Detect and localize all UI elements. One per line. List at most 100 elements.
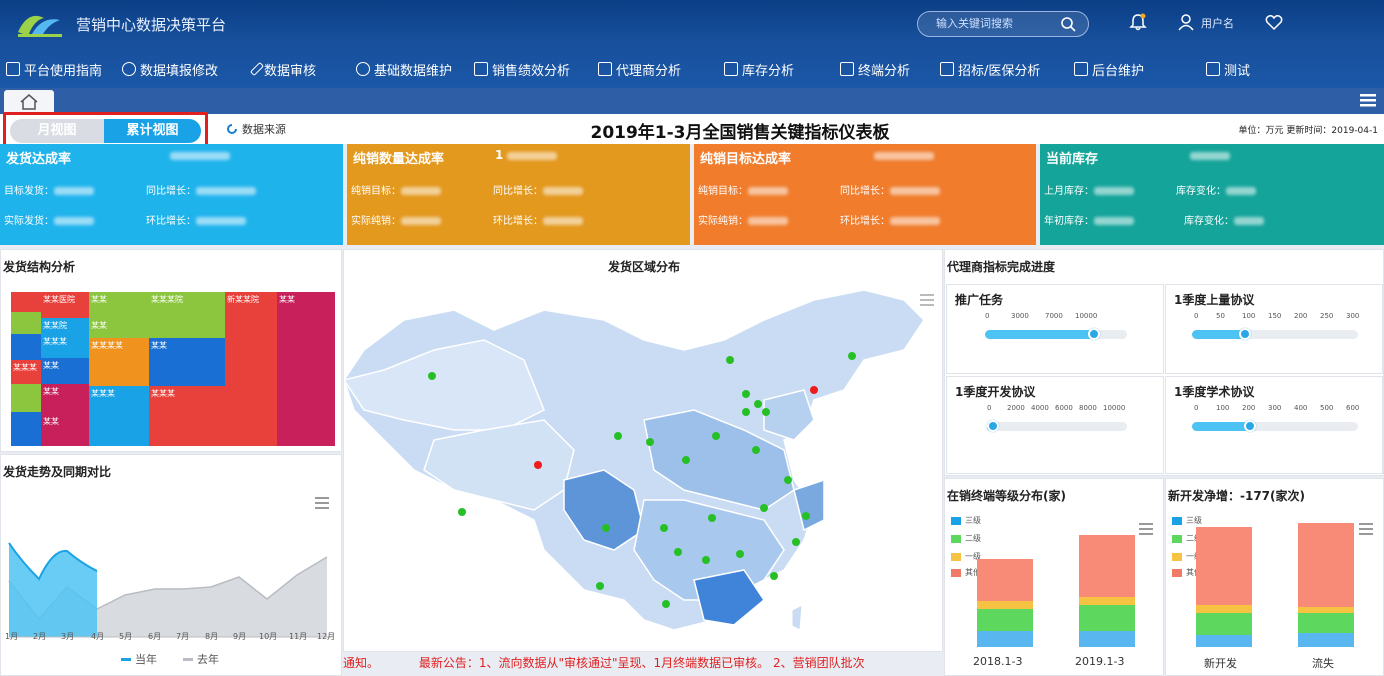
nav-item-admin[interactable]: 后台维护 (1074, 58, 1144, 80)
nav-item-terminal[interactable]: 终端分析 (840, 58, 910, 80)
map-region-jiangsu[interactable] (793, 478, 825, 532)
nav-item-tender[interactable]: 招标/医保分析 (940, 58, 1040, 80)
legend-other[interactable]: 其他 (1172, 567, 1202, 578)
gauge-title: 1季度开发协议 (955, 385, 1036, 399)
nav-item-review[interactable]: 数据审核 (249, 58, 316, 80)
treemap-cell[interactable] (11, 334, 41, 360)
gauge-academic-agreement: 1季度学术协议 0 100 200 300 400 500 600 (1165, 376, 1383, 474)
treemap-cell[interactable]: 某某某 (41, 334, 89, 358)
gauge-knob[interactable] (1239, 328, 1252, 340)
nav-item-agent[interactable]: 代理商分析 (598, 58, 681, 80)
treemap-cell[interactable]: 某某院 (41, 318, 89, 334)
gauge-track (1192, 422, 1358, 431)
legend-level-3[interactable]: 三级 (951, 515, 981, 526)
treemap-cell[interactable]: 某某 (89, 292, 149, 318)
bar-new-development[interactable] (1196, 527, 1252, 647)
nav-item-basedata[interactable]: 基础数据维护 (356, 58, 452, 80)
gauge-knob[interactable] (1088, 328, 1101, 340)
bell-icon[interactable] (1128, 12, 1148, 32)
legend-level-1[interactable]: 一级 (951, 551, 981, 562)
x-tick: 1月 (5, 632, 19, 641)
gauge-knob[interactable] (1244, 420, 1257, 432)
legend-level-2[interactable]: 二级 (1172, 533, 1202, 544)
map-region-xinjiang[interactable] (344, 339, 545, 431)
gauge-fill (1192, 330, 1246, 339)
treemap-cell[interactable] (149, 318, 225, 338)
tab-strip (0, 88, 1384, 114)
map-region-hebei[interactable] (763, 389, 815, 441)
kpi-card-shipment: 发货达成率 目标发货： 同比增长： 实际发货： 环比增长： (0, 144, 343, 245)
treemap-cell[interactable] (11, 384, 41, 412)
user-icon[interactable] (1176, 12, 1196, 32)
china-map[interactable] (344, 280, 944, 650)
treemap-cell[interactable]: 某某 (41, 358, 89, 384)
heart-icon[interactable] (1264, 12, 1284, 32)
menu-icon[interactable] (1359, 523, 1373, 535)
menu-icon[interactable] (315, 497, 329, 509)
treemap-cell[interactable]: 某某医院 (41, 292, 89, 318)
search-icon[interactable] (1060, 16, 1076, 32)
cumulative-view-button[interactable]: 累计视图 (104, 119, 201, 143)
monthly-view-button[interactable]: 月视图 (10, 119, 104, 143)
map-region-tibet[interactable] (423, 419, 575, 511)
menu-icon[interactable] (920, 294, 934, 306)
map-region-guangdong[interactable] (693, 569, 765, 626)
nav-item-data-entry[interactable]: 数据填报修改 (122, 58, 218, 80)
tab-home[interactable] (4, 90, 54, 114)
user-name[interactable]: 用户名 (1201, 17, 1234, 30)
menu-icon[interactable] (1139, 523, 1153, 535)
treemap-cell[interactable]: 某某 (149, 338, 225, 386)
nav-item-test[interactable]: 测试 (1206, 58, 1250, 80)
gauge-fill (1192, 422, 1251, 431)
kpi-row: 环比增长： (840, 212, 940, 227)
logo-icon (18, 15, 62, 37)
kpi-value-masked (170, 152, 230, 160)
map-region-sichuan[interactable] (563, 469, 645, 551)
search-input[interactable]: 输入关键词搜索 (917, 11, 1089, 37)
kpi-title: 当前库存 (1046, 152, 1099, 167)
shipment-region-panel: 发货区域分布 (343, 249, 943, 652)
x-tick: 5月 (119, 632, 133, 641)
gauge-knob[interactable] (986, 420, 999, 432)
legend-level-1[interactable]: 一级 (1172, 551, 1202, 562)
nav-item-sales-perf[interactable]: 销售绩效分析 (474, 58, 570, 80)
treemap-cell[interactable]: 某某 (277, 292, 335, 446)
legend-other[interactable]: 其他 (951, 567, 981, 578)
treemap-cell[interactable]: 某某某院 (149, 292, 225, 318)
treemap-cell[interactable]: 某某 (89, 318, 149, 338)
kpi-title: 发货达成率 (6, 152, 72, 167)
map-region-central[interactable] (643, 409, 795, 511)
treemap-cell[interactable]: 某某某某 (89, 338, 149, 386)
grid-icon (598, 62, 612, 76)
treemap-cell[interactable]: 新某某院 (225, 292, 277, 446)
map-region-taiwan[interactable] (791, 604, 803, 631)
kpi-title: 纯销数量达成率 (353, 152, 445, 167)
treemap-cell[interactable]: 某某某 (11, 360, 41, 384)
nav-item-guide[interactable]: 平台使用指南 (6, 58, 102, 80)
treemap-cell[interactable] (11, 312, 41, 334)
treemap-cell[interactable]: 某某 (41, 414, 89, 446)
legend-current-year[interactable]: 当年 (121, 651, 157, 667)
gauge-title: 1季度上量协议 (1174, 293, 1255, 307)
announcement-ticker[interactable]: 通知。 最新公告：1、流向数据从"审核通过"呈现、1月终端数据已审核。 2、营销… (343, 652, 943, 674)
treemap-cell[interactable] (11, 412, 41, 446)
treemap-cell[interactable] (11, 292, 41, 312)
panel-title: 发货结构分析 (3, 260, 76, 274)
treemap-cell[interactable]: 某某某 (149, 386, 225, 446)
data-source-link[interactable]: 数据来源 (226, 121, 286, 137)
ticker-text: 最新公告：1、流向数据从"审核通过"呈现、1月终端数据已审核。 2、营销团队批次 (418, 656, 865, 670)
treemap-cell[interactable]: 某某 (41, 384, 89, 414)
bar-2018[interactable] (977, 559, 1033, 647)
panel-title: 发货区域分布 (607, 260, 680, 274)
legend-last-year[interactable]: 去年 (183, 651, 219, 667)
bar-label: 2019.1-3 (1075, 655, 1125, 668)
treemap-cell[interactable]: 某某某 (89, 386, 149, 446)
kpi-title: 纯销目标达成率 (700, 152, 792, 167)
bar-2019[interactable] (1079, 535, 1135, 647)
bar-lost[interactable] (1298, 523, 1354, 647)
legend-level-3[interactable]: 三级 (1172, 515, 1202, 526)
nav-item-inventory[interactable]: 库存分析 (724, 58, 794, 80)
units-label: 单位：万元 更新时间：2019-04-1 (1238, 126, 1378, 136)
legend-level-2[interactable]: 二级 (951, 533, 981, 544)
hamburger-icon[interactable] (1360, 94, 1376, 107)
